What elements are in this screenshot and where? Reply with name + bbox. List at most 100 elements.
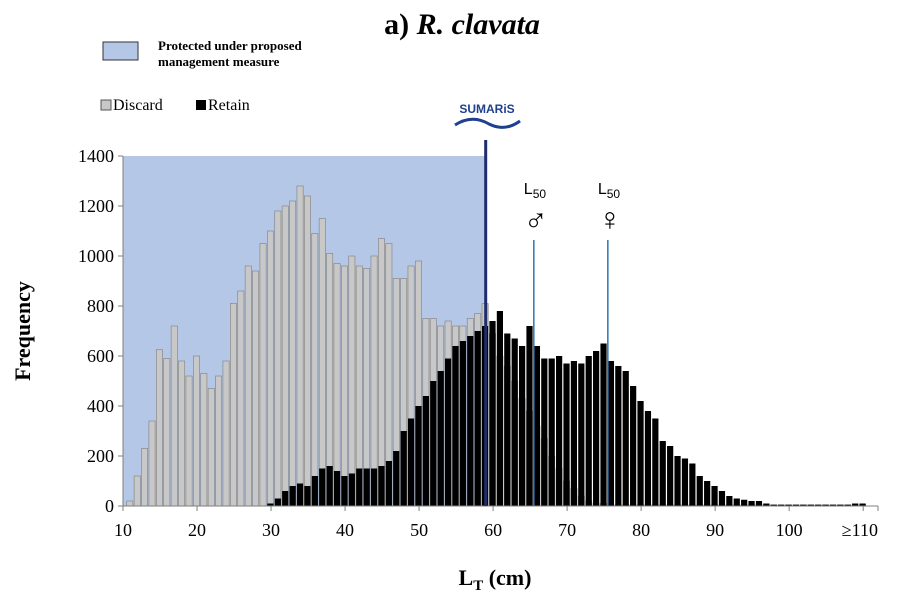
retain-bar bbox=[570, 361, 578, 506]
retain-bar bbox=[363, 468, 370, 506]
retain-bar bbox=[563, 363, 570, 506]
retain-bar bbox=[489, 321, 496, 506]
x-tick-label: 100 bbox=[776, 520, 803, 540]
retain-bar bbox=[696, 476, 703, 506]
retain-bar bbox=[385, 461, 392, 506]
discard-bar bbox=[318, 218, 326, 507]
x-tick-label: 70 bbox=[558, 520, 576, 540]
retain-bar bbox=[733, 498, 740, 506]
female-symbol-icon: ♀ bbox=[598, 201, 622, 237]
retain-bar bbox=[792, 504, 800, 506]
retain-bar bbox=[748, 501, 755, 506]
retain-bar bbox=[800, 504, 807, 506]
l50-label: L50 bbox=[598, 181, 621, 201]
retain-bar bbox=[755, 501, 763, 506]
discard-bar bbox=[274, 210, 282, 507]
retain-bar bbox=[437, 371, 444, 506]
discard-bar bbox=[348, 255, 356, 507]
retain-bar bbox=[356, 468, 363, 506]
logo-text: SUMARiS bbox=[459, 102, 514, 116]
legend-protected-swatch bbox=[102, 41, 139, 61]
logo-wave bbox=[454, 117, 521, 129]
x-tick-label: 20 bbox=[188, 520, 206, 540]
chart-title: a) R. clavata bbox=[384, 8, 540, 41]
x-tick-label: 40 bbox=[336, 520, 354, 540]
retain-bar bbox=[296, 483, 304, 506]
discard-bar bbox=[230, 303, 237, 507]
discard-bar bbox=[170, 325, 178, 507]
discard-bar bbox=[304, 195, 311, 507]
retain-bar bbox=[704, 481, 711, 506]
x-tick-label: 50 bbox=[410, 520, 428, 540]
discard-bar bbox=[207, 388, 215, 507]
retain-bar bbox=[593, 351, 600, 506]
retain-bar bbox=[319, 468, 326, 506]
retain-bar bbox=[622, 371, 629, 506]
retain-bar bbox=[459, 341, 466, 506]
retain-bar bbox=[274, 498, 281, 506]
retain-bar bbox=[452, 346, 459, 506]
retain-bar bbox=[415, 406, 422, 506]
retain-bar bbox=[607, 361, 615, 506]
retain-bar bbox=[496, 311, 504, 506]
retain-bar bbox=[815, 504, 822, 506]
retain-bar bbox=[526, 326, 533, 506]
discard-bar bbox=[237, 290, 245, 507]
x-axis-label: LT (cm) bbox=[459, 565, 532, 594]
discard-bar bbox=[289, 200, 297, 507]
discard-bar bbox=[341, 265, 348, 507]
retain-bar bbox=[541, 358, 548, 506]
discard-bar bbox=[252, 270, 260, 507]
x-tick-label: 80 bbox=[632, 520, 650, 540]
retain-bar bbox=[311, 476, 318, 506]
retain-bar bbox=[829, 504, 837, 506]
male-symbol-icon: ♂ bbox=[524, 201, 548, 237]
y-tick-label: 1000 bbox=[78, 246, 114, 266]
retain-bar bbox=[519, 346, 526, 506]
discard-bar bbox=[178, 360, 186, 507]
legend-protected-label-line1: Protected under proposed bbox=[158, 38, 302, 53]
l50-label-main: L bbox=[598, 181, 607, 198]
retain-bar bbox=[378, 466, 385, 506]
y-tick-label: 200 bbox=[87, 446, 114, 466]
title-species: R. clavata bbox=[416, 8, 540, 41]
y-tick-label: 400 bbox=[87, 396, 114, 416]
discard-bar bbox=[193, 355, 200, 507]
x-label-main: L bbox=[459, 565, 474, 590]
discard-bar bbox=[378, 238, 385, 507]
x-tick-label: 90 bbox=[706, 520, 724, 540]
retain-bar bbox=[600, 343, 607, 506]
discard-bar bbox=[133, 475, 141, 507]
retain-bar bbox=[578, 363, 585, 506]
x-label-sub: T bbox=[473, 578, 483, 594]
discard-bar bbox=[259, 243, 267, 507]
retain-bar bbox=[348, 473, 355, 506]
retain-bar bbox=[504, 333, 511, 506]
retain-bar bbox=[822, 504, 829, 506]
x-label-unit: (cm) bbox=[483, 565, 531, 590]
y-tick-label: 1200 bbox=[78, 196, 114, 216]
retain-bar bbox=[282, 491, 289, 506]
retain-bar bbox=[763, 503, 770, 506]
retain-bar bbox=[807, 504, 814, 506]
plot-area: 0 200 400 600 800 1000 1200 1400 10 20 30 40 50 60 70 8… bbox=[78, 140, 879, 540]
retain-bar bbox=[667, 446, 674, 506]
y-tick-label: 0 bbox=[105, 496, 114, 516]
y-tick-label: 1400 bbox=[78, 146, 114, 166]
retain-bar bbox=[859, 503, 866, 506]
retain-bar bbox=[400, 431, 407, 506]
discard-bar bbox=[244, 265, 252, 507]
retain-bar bbox=[689, 463, 696, 506]
retain-bar bbox=[726, 496, 733, 506]
retain-bar bbox=[637, 401, 644, 506]
retain-bar bbox=[674, 456, 681, 506]
discard-bar bbox=[163, 358, 171, 507]
retain-bar bbox=[548, 358, 555, 506]
retain-bar bbox=[770, 504, 777, 506]
retain-bar bbox=[304, 486, 311, 506]
retain-bar bbox=[341, 476, 348, 506]
l50-label-sub: 50 bbox=[533, 187, 547, 201]
y-tick-label: 800 bbox=[87, 296, 114, 316]
discard-bar bbox=[126, 500, 134, 507]
y-axis-label: Frequency bbox=[10, 281, 35, 381]
